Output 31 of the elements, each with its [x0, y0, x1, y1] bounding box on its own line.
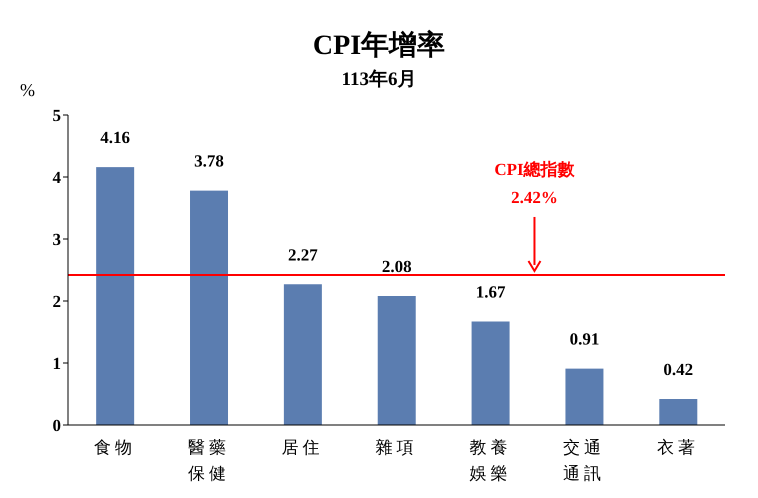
data-label: 0.91: [570, 330, 600, 349]
data-label: 3.78: [194, 152, 224, 171]
data-label: 2.27: [288, 245, 318, 264]
data-label: 1.67: [476, 282, 506, 302]
data-label: 2.08: [382, 257, 412, 276]
x-tick-label: 居住: [282, 438, 324, 457]
ref-line-label: CPI總指數 2.42%: [494, 160, 576, 207]
bar: [378, 296, 416, 425]
x-tick-label: 雜項: [376, 438, 418, 457]
y-tick-label: 0: [52, 416, 61, 436]
y-tick-label: 3: [52, 230, 61, 250]
x-tick-label: 醫藥保健: [188, 438, 230, 483]
y-tick-label: 1: [52, 354, 61, 374]
x-tick-label: 衣著: [657, 438, 700, 457]
bar: [96, 167, 134, 425]
bar: [472, 321, 510, 425]
data-label: 4.16: [100, 128, 130, 148]
bar: [565, 368, 604, 425]
chart-title: CPI年增率: [312, 28, 446, 63]
y-tick-label: 4: [52, 168, 62, 188]
data-label: 0.42: [663, 360, 694, 379]
x-tick-label: 食物: [94, 438, 136, 457]
bar: [190, 190, 228, 425]
bar: [284, 284, 322, 425]
bar: [659, 398, 698, 425]
chart-subtitle: 113年6月: [342, 69, 416, 90]
y-axis-title: %: [20, 80, 35, 101]
y-tick-label: 5: [52, 106, 61, 126]
x-tick-label: 教養娛樂: [469, 438, 512, 483]
y-tick-label: 2: [52, 292, 61, 312]
x-tick-label: 交通通訊: [563, 438, 606, 483]
